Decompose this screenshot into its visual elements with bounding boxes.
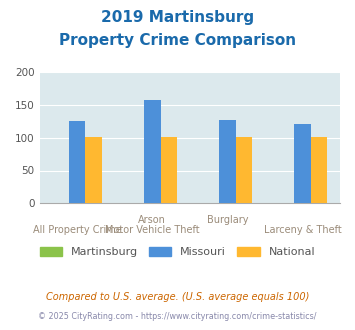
Bar	[144, 100, 160, 203]
Legend: Martinsburg, Missouri, National: Martinsburg, Missouri, National	[36, 242, 320, 262]
Text: Arson: Arson	[138, 215, 166, 225]
Bar	[86, 137, 102, 203]
Text: Burglary: Burglary	[207, 215, 248, 225]
Bar	[160, 137, 177, 203]
Text: All Property Crime: All Property Crime	[33, 225, 121, 235]
Bar	[294, 124, 311, 203]
Text: Motor Vehicle Theft: Motor Vehicle Theft	[105, 225, 200, 235]
Text: Larceny & Theft: Larceny & Theft	[263, 225, 341, 235]
Bar	[236, 137, 252, 203]
Bar	[311, 137, 327, 203]
Bar	[219, 120, 236, 203]
Text: Property Crime Comparison: Property Crime Comparison	[59, 33, 296, 48]
Text: © 2025 CityRating.com - https://www.cityrating.com/crime-statistics/: © 2025 CityRating.com - https://www.city…	[38, 312, 317, 321]
Bar	[69, 121, 86, 203]
Text: 2019 Martinsburg: 2019 Martinsburg	[101, 10, 254, 25]
Text: Compared to U.S. average. (U.S. average equals 100): Compared to U.S. average. (U.S. average …	[46, 292, 309, 302]
